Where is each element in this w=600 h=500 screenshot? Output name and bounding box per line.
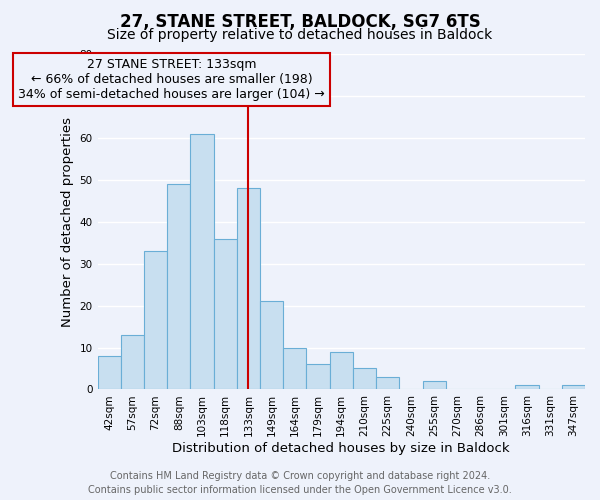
Bar (121, 335, 144, 390)
Bar (167, 184, 190, 390)
Bar (144, 251, 167, 390)
X-axis label: Distribution of detached houses by size in Baldock: Distribution of detached houses by size … (172, 442, 510, 455)
Text: Contains HM Land Registry data © Crown copyright and database right 2024.
Contai: Contains HM Land Registry data © Crown c… (88, 471, 512, 495)
Bar (329, 352, 353, 390)
Bar (237, 188, 260, 390)
Bar (190, 134, 214, 390)
Bar (376, 377, 399, 390)
Bar (562, 386, 585, 390)
Bar (422, 381, 446, 390)
Bar (283, 348, 307, 390)
Bar (98, 356, 121, 390)
Bar (353, 368, 376, 390)
Text: 27, STANE STREET, BALDOCK, SG7 6TS: 27, STANE STREET, BALDOCK, SG7 6TS (119, 12, 481, 30)
Text: 27 STANE STREET: 133sqm
← 66% of detached houses are smaller (198)
34% of semi-d: 27 STANE STREET: 133sqm ← 66% of detache… (19, 58, 325, 101)
Text: Size of property relative to detached houses in Baldock: Size of property relative to detached ho… (107, 28, 493, 42)
Bar (214, 238, 237, 390)
Y-axis label: Number of detached properties: Number of detached properties (61, 116, 74, 326)
Bar (307, 364, 329, 390)
Bar (515, 386, 539, 390)
Bar (260, 302, 283, 390)
